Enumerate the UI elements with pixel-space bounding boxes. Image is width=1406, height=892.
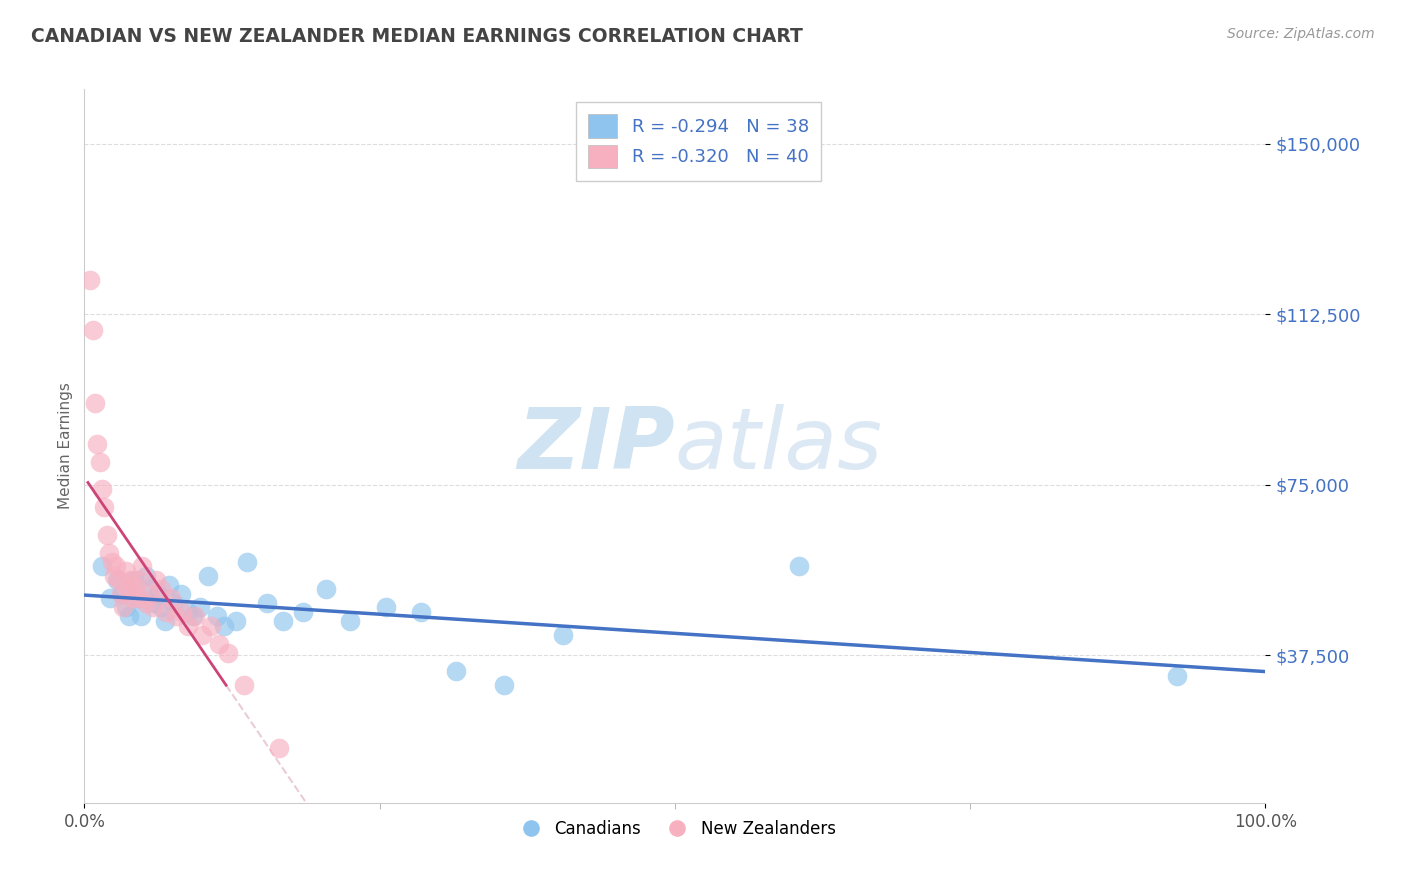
Point [1166, 668, 1188, 682]
Point [100, 555, 122, 569]
Point [131, 559, 153, 574]
Legend: Canadians, New Zealanders: Canadians, New Zealanders [508, 814, 842, 845]
Point [184, 609, 207, 624]
Point [105, 559, 128, 574]
Point [84, 396, 107, 410]
Point [225, 614, 247, 628]
Point [135, 596, 157, 610]
Point [236, 555, 259, 569]
Point [138, 582, 160, 597]
Point [150, 600, 173, 615]
Point [155, 605, 177, 619]
Point [446, 664, 468, 678]
Point [269, 741, 291, 756]
Point [205, 609, 228, 624]
Text: Source: ZipAtlas.com: Source: ZipAtlas.com [1227, 27, 1375, 41]
Point [166, 609, 188, 624]
Point [142, 596, 165, 610]
Point [291, 605, 314, 619]
Point [89, 455, 111, 469]
Point [208, 637, 231, 651]
Point [110, 587, 132, 601]
Point [159, 591, 181, 606]
Point [114, 600, 136, 615]
Point [315, 582, 337, 597]
Point [177, 605, 200, 619]
Point [374, 600, 396, 615]
Point [128, 591, 150, 606]
Point [111, 587, 134, 601]
Y-axis label: Median Earnings: Median Earnings [58, 383, 73, 509]
Point [129, 609, 152, 624]
Point [122, 573, 145, 587]
Point [82, 323, 104, 337]
Point [339, 614, 361, 628]
Point [145, 573, 167, 587]
Point [112, 600, 135, 615]
Point [127, 591, 149, 606]
Point [271, 614, 294, 628]
Point [79, 273, 101, 287]
Point [135, 568, 157, 582]
Point [217, 646, 239, 660]
Point [197, 568, 219, 582]
Point [170, 587, 193, 601]
Point [127, 573, 149, 587]
Point [551, 627, 574, 641]
Point [181, 609, 204, 624]
Point [91, 559, 114, 574]
Point [146, 587, 169, 601]
Point [177, 618, 200, 632]
Point [98, 546, 121, 560]
Point [188, 600, 211, 615]
Point [103, 568, 125, 582]
Text: atlas: atlas [675, 404, 883, 488]
Point [153, 614, 176, 628]
Point [212, 618, 235, 632]
Point [118, 609, 141, 624]
Point [107, 573, 129, 587]
Point [86, 436, 108, 450]
Text: ZIP: ZIP [517, 404, 675, 488]
Text: CANADIAN VS NEW ZEALANDER MEDIAN EARNINGS CORRELATION CHART: CANADIAN VS NEW ZEALANDER MEDIAN EARNING… [31, 27, 803, 45]
Point [200, 618, 222, 632]
Point [124, 577, 146, 591]
Point [91, 482, 114, 496]
Point [172, 605, 194, 619]
Point [107, 573, 129, 587]
Point [121, 591, 143, 606]
Point [232, 678, 254, 692]
Point [157, 577, 180, 591]
Point [114, 564, 136, 578]
Point [96, 527, 118, 541]
Point [117, 582, 139, 597]
Point [256, 596, 278, 610]
Point [120, 573, 142, 587]
Point [162, 596, 184, 610]
Point [98, 591, 121, 606]
Point [150, 582, 173, 597]
Point [142, 600, 165, 615]
Point [787, 559, 810, 574]
Point [93, 500, 115, 515]
Point [492, 678, 515, 692]
Point [138, 587, 160, 601]
Point [409, 605, 432, 619]
Point [191, 627, 214, 641]
